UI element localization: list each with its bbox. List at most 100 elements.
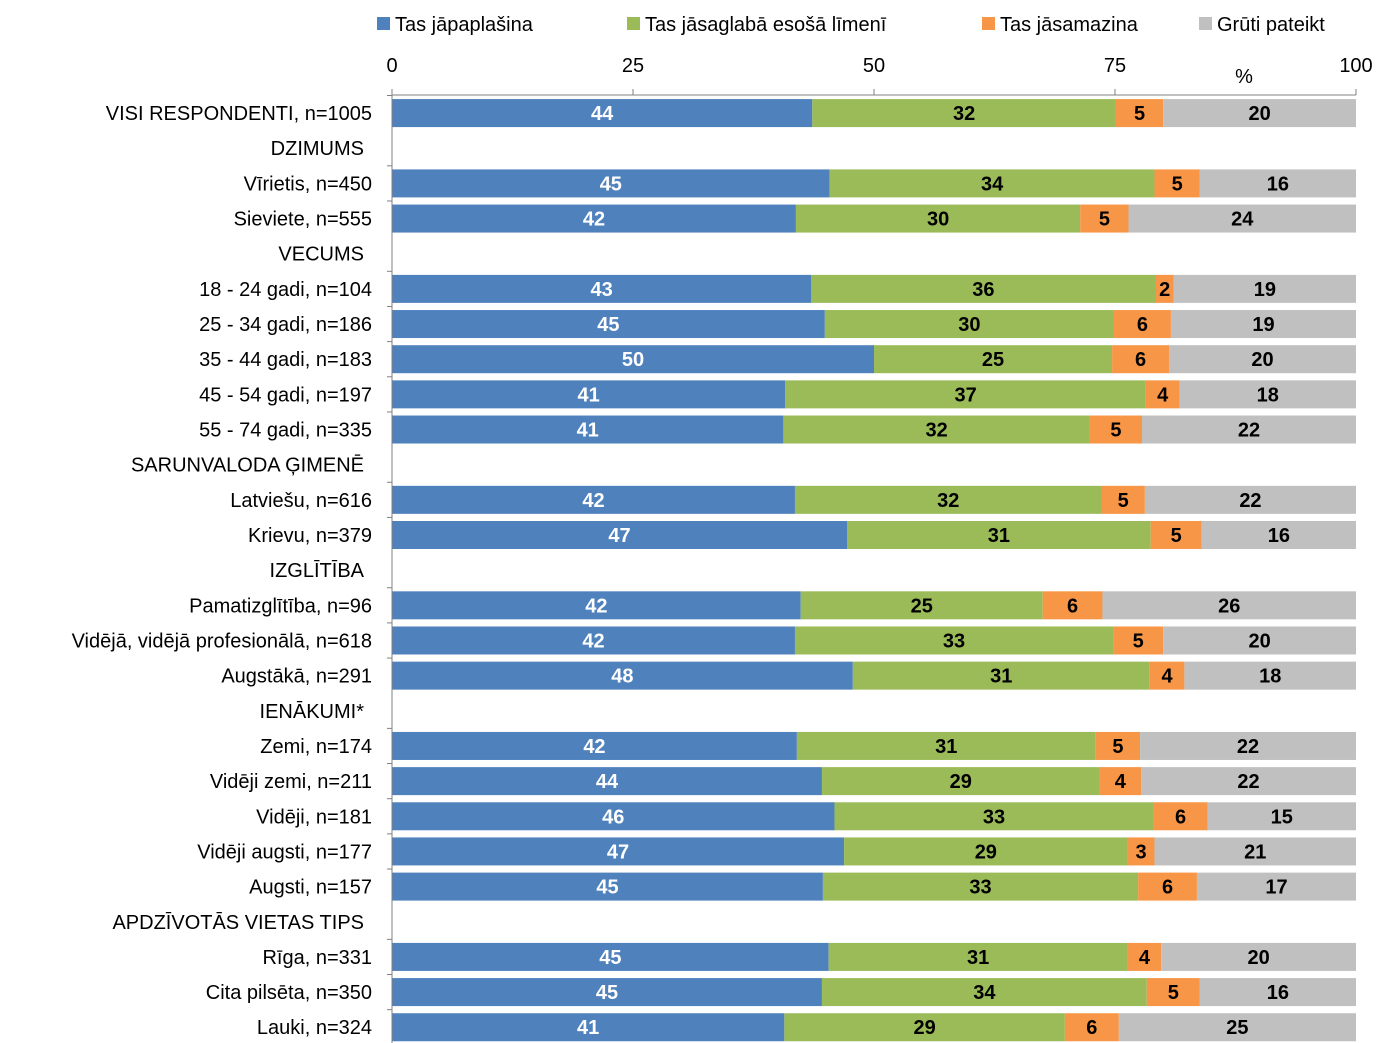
bar-segment — [392, 591, 801, 620]
bar-row: Vidēji zemi, n=211 44 29 4 22 — [210, 763, 1356, 796]
bar-segment — [1127, 942, 1162, 971]
x-tick-label: 25 — [622, 55, 644, 77]
x-tick-label: 50 — [863, 55, 885, 77]
bar-value-label: 25 — [911, 595, 933, 617]
row-header: IZGLĪTĪBA — [270, 559, 365, 582]
bar-segment — [1102, 591, 1356, 620]
bar-value-label: 22 — [1237, 771, 1259, 793]
bar-value-label: 20 — [1248, 630, 1270, 652]
bar-row: 18 - 24 gadi, n=104 43 36 2 19 — [199, 270, 1356, 303]
bar-value-label: 42 — [582, 630, 604, 652]
bar-row: Augsti, n=157 45 33 6 17 — [249, 868, 1356, 901]
bar-value-label: 41 — [578, 384, 600, 406]
bar-segment — [1173, 274, 1356, 303]
bar-value-label: 31 — [990, 666, 1012, 688]
bar-segment — [392, 978, 822, 1007]
legend-swatch-3 — [1199, 17, 1212, 30]
row-label: 35 - 44 gadi, n=183 — [199, 349, 372, 371]
bar-segment — [1128, 204, 1356, 233]
bar-segment — [812, 99, 1116, 128]
x-axis: 0 25 50 75 100% — [386, 55, 1373, 96]
bar-segment — [1168, 345, 1356, 374]
row-label: VISI RESPONDENTI, n=1005 — [106, 103, 372, 125]
bar-segment — [1196, 872, 1356, 901]
legend-swatch-1 — [627, 17, 640, 30]
bar-segment — [1141, 415, 1356, 444]
row-header: DZIMUMS — [271, 138, 364, 160]
bar-segment — [1184, 661, 1356, 690]
x-tick-label: 0 — [386, 55, 397, 77]
bar-segment — [392, 802, 835, 831]
bar-value-label: 34 — [973, 982, 996, 1004]
bar-segment — [1150, 521, 1202, 549]
bar-row: Latviešu, n=616 42 32 5 22 — [230, 481, 1356, 514]
bar-value-label: 48 — [611, 666, 633, 688]
bar-value-label: 42 — [582, 490, 604, 512]
legend-label-2: Tas jāsamazina — [1000, 14, 1139, 36]
bar-value-label: 45 — [600, 173, 622, 195]
bar-value-label: 42 — [583, 736, 605, 758]
bar-row: Augstākā, n=291 48 31 4 18 — [221, 657, 1356, 690]
bar-value-label: 31 — [988, 525, 1010, 547]
bar-value-label: 34 — [981, 173, 1004, 195]
bar-value-label: 20 — [1251, 349, 1273, 371]
group-header-label: DZIMUMS — [271, 138, 364, 160]
bar-segment — [1080, 204, 1129, 233]
bar-value-label: 22 — [1239, 490, 1261, 512]
legend-swatch-2 — [982, 17, 995, 30]
row-header: IENĀKUMI* — [260, 700, 365, 723]
bar-value-label: 20 — [1248, 947, 1270, 969]
group-header-label: IZGLĪTĪBA — [270, 559, 365, 582]
bar-row: Cita pilsēta, n=350 45 34 5 16 — [206, 974, 1356, 1007]
row-label: Pamatizglītība, n=96 — [189, 595, 372, 617]
bar-segment — [785, 380, 1146, 409]
legend: Tas jāpaplašina Tas jāsaglabā esošā līmen… — [377, 14, 1325, 36]
bar-segment — [834, 802, 1154, 831]
bar-value-label: 6 — [1162, 877, 1173, 899]
row-label: 45 - 54 gadi, n=197 — [199, 384, 372, 406]
bar-segment — [1118, 1013, 1356, 1042]
bar-segment — [1140, 731, 1356, 760]
bar-value-label: 30 — [927, 209, 949, 231]
bar-segment — [1115, 99, 1164, 128]
bar-segment — [392, 415, 784, 444]
bar-segment — [392, 872, 823, 901]
bar-segment — [1145, 380, 1180, 409]
bar-segment — [1179, 380, 1356, 409]
row-header: VECUMS — [278, 244, 364, 266]
bar-segment — [1138, 872, 1197, 901]
bar-value-label: 6 — [1175, 806, 1186, 828]
bar-segment — [1144, 485, 1356, 514]
bar-segment — [852, 661, 1150, 690]
bar-segment — [1089, 415, 1142, 444]
bar-value-label: 4 — [1161, 666, 1173, 688]
bar-row: Pamatizglītība, n=96 42 25 6 26 — [189, 587, 1356, 620]
row-header: APDZĪVOTĀS VIETAS TIPS — [112, 911, 364, 934]
bar-value-label: 45 — [596, 982, 618, 1004]
bar-value-label: 5 — [1172, 173, 1183, 195]
bar-value-label: 37 — [954, 384, 976, 406]
bar-value-label: 25 — [1226, 1017, 1248, 1039]
bar-segment — [392, 521, 848, 549]
row-label: Lauki, n=324 — [257, 1017, 372, 1039]
bar-value-label: 19 — [1252, 314, 1274, 336]
bar-segment — [874, 345, 1113, 374]
bar-value-label: 33 — [983, 806, 1005, 828]
bar-value-label: 45 — [596, 877, 618, 899]
bar-row: Sieviete, n=555 42 30 5 24 — [234, 200, 1356, 233]
bar-value-label: 16 — [1267, 173, 1289, 195]
bar-value-label: 41 — [577, 1017, 599, 1039]
bar-segment — [392, 485, 795, 514]
bar-segment — [392, 380, 786, 409]
bar-segment — [392, 204, 796, 233]
row-label: Cita pilsēta, n=350 — [206, 982, 372, 1004]
bar-value-label: 18 — [1259, 666, 1281, 688]
bar-segment — [392, 661, 853, 690]
bar-value-label: 4 — [1157, 384, 1169, 406]
row-label: Rīga, n=331 — [262, 947, 372, 969]
bar-row: 45 - 54 gadi, n=197 41 37 4 18 — [199, 376, 1356, 409]
bar-value-label: 24 — [1231, 209, 1254, 231]
bar-segment — [824, 310, 1115, 339]
bar-segment — [1170, 310, 1356, 339]
bar-value-label: 45 — [599, 947, 621, 969]
